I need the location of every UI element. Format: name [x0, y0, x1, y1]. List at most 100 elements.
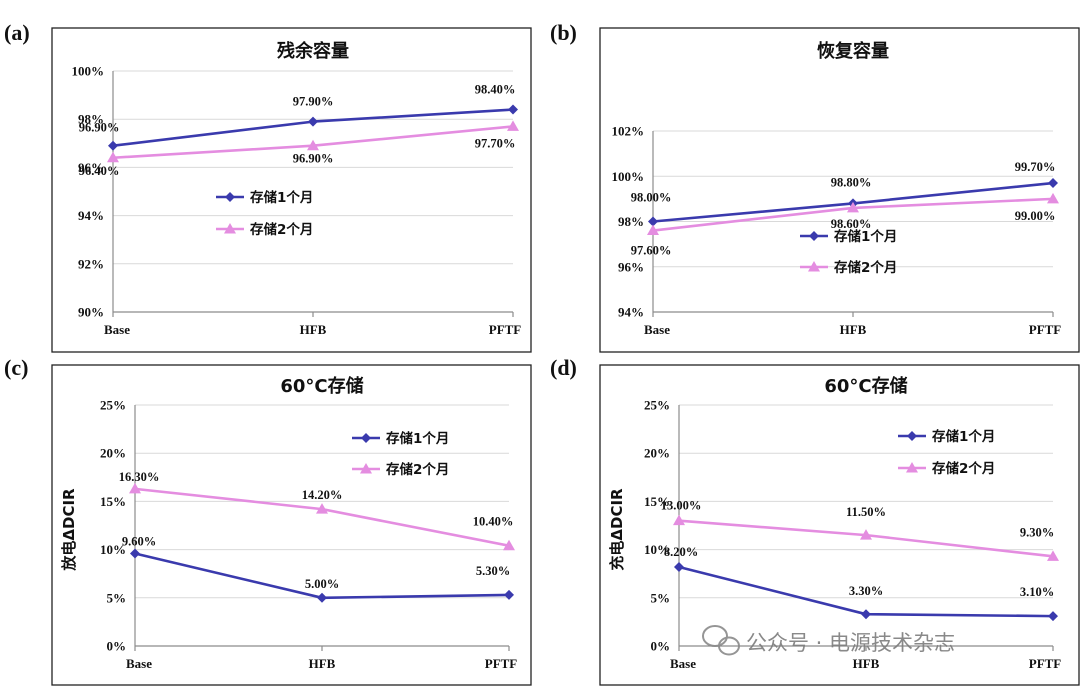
legend-label: 存储1个月 — [834, 228, 897, 245]
data-point-marker — [847, 201, 859, 213]
y-tick-label: 5% — [651, 590, 671, 605]
x-tick-label: PFTF — [489, 322, 522, 337]
y-axis-title: 放电ΔDCIR — [60, 488, 78, 572]
y-axis-title: 充电ΔDCIR — [608, 488, 626, 571]
data-point-marker — [673, 514, 685, 526]
data-point-marker — [1047, 192, 1059, 204]
data-label: 5.00% — [305, 577, 339, 591]
legend-marker — [224, 223, 236, 234]
chart-frame — [51, 364, 532, 686]
data-point-marker — [107, 151, 119, 163]
chart-a: (a) 残余容量 90% 92% 94% 96% 98% 100% Base HFB PFTF 96.… — [4, 20, 532, 353]
chart-title: 60°C存储 — [824, 375, 907, 397]
y-tick-label: 94% — [618, 305, 644, 320]
data-label: 97.90% — [293, 95, 334, 109]
watermark: 公众号 · 电源技术杂志 — [702, 625, 955, 656]
data-label: 98.60% — [831, 217, 872, 231]
y-tick-label: 25% — [100, 398, 126, 413]
legend-label: 存储2个月 — [932, 460, 995, 477]
y-tick-label: 100% — [612, 169, 645, 184]
data-label: 99.70% — [1015, 160, 1056, 174]
chart-b: (b) 恢复容量 94% 96% 98% 100% 102% Base HFB PFTF 98.00… — [550, 20, 1080, 353]
data-point-marker — [861, 609, 871, 620]
y-tick-label: 20% — [100, 446, 126, 461]
data-label: 98.40% — [475, 83, 516, 97]
data-point-marker — [507, 120, 519, 131]
data-point-marker — [1047, 550, 1059, 561]
wechat-bubble-large — [702, 625, 728, 647]
legend-marker — [906, 462, 918, 473]
data-label: 3.30% — [849, 584, 883, 598]
legend-label: 存储2个月 — [250, 221, 313, 238]
data-label: 11.50% — [846, 505, 886, 519]
x-tick-label: PFTF — [1029, 322, 1062, 337]
data-label: 9.30% — [1020, 525, 1054, 539]
data-label: 98.00% — [631, 191, 672, 205]
data-point-marker — [307, 139, 319, 151]
data-label: 96.90% — [293, 152, 334, 166]
data-point-marker — [1048, 178, 1058, 189]
data-label: 14.20% — [302, 488, 343, 502]
chart-d: (d) 60°C存储 0% 5% 10% 15% 20% 25% Base HFB PFTF 充电ΔD… — [550, 355, 1080, 686]
panel-label: (a) — [4, 20, 30, 45]
y-tick-label: 5% — [107, 590, 127, 605]
legend-label: 存储1个月 — [932, 428, 995, 445]
data-point-marker — [308, 116, 318, 127]
data-point-marker — [108, 140, 118, 151]
x-tick-label: HFB — [300, 322, 327, 337]
chart-title: 60°C存储 — [280, 375, 363, 397]
data-label: 97.60% — [631, 244, 672, 258]
data-label: 8.20% — [664, 545, 698, 559]
data-label: 13.00% — [661, 499, 702, 513]
data-point-marker — [508, 104, 518, 115]
panel-label: (c) — [4, 355, 28, 380]
data-label: 3.10% — [1020, 585, 1054, 599]
legend-label: 存储2个月 — [834, 259, 897, 276]
y-tick-label: 25% — [644, 398, 670, 413]
x-tick-label: PFTF — [485, 656, 518, 671]
x-tick-label: HFB — [309, 656, 336, 671]
x-tick-label: HFB — [840, 322, 867, 337]
legend-marker — [360, 463, 372, 474]
legend-marker — [361, 433, 371, 443]
data-label: 9.60% — [122, 534, 156, 548]
data-label: 96.90% — [79, 121, 120, 135]
legend-marker — [225, 192, 235, 202]
y-tick-label: 20% — [644, 446, 670, 461]
y-tick-label: 92% — [78, 256, 104, 271]
x-tick-label: Base — [670, 656, 696, 671]
wechat-bubble-small — [718, 636, 740, 656]
y-tick-label: 0% — [107, 639, 127, 654]
chart-frame — [599, 27, 1080, 353]
data-label: 10.40% — [473, 515, 514, 529]
chart-frame — [51, 27, 532, 353]
legend-label: 存储1个月 — [250, 189, 313, 206]
panel-label: (d) — [550, 355, 577, 380]
y-tick-label: 96% — [78, 160, 104, 175]
data-label: 16.30% — [119, 470, 160, 484]
y-tick-label: 98% — [618, 214, 644, 229]
data-point-marker — [1048, 611, 1058, 622]
legend-label: 存储2个月 — [386, 461, 449, 478]
data-point-marker — [317, 592, 327, 603]
y-tick-label: 10% — [100, 542, 126, 557]
y-tick-label: 15% — [644, 494, 670, 509]
y-tick-label: 94% — [78, 208, 104, 223]
x-tick-label: HFB — [853, 656, 880, 671]
y-tick-label: 90% — [78, 305, 104, 320]
x-tick-label: Base — [644, 322, 670, 337]
data-label: 96.40% — [79, 164, 120, 178]
wechat-icon — [702, 625, 740, 656]
data-point-marker — [129, 482, 141, 494]
y-tick-label: 102% — [612, 124, 645, 139]
y-tick-label: 15% — [100, 494, 126, 509]
x-tick-label: Base — [104, 322, 130, 337]
chart-title: 恢复容量 — [817, 40, 889, 62]
data-label: 99.00% — [1015, 209, 1056, 223]
data-point-marker — [503, 539, 515, 551]
data-point-marker — [648, 216, 658, 227]
data-label: 97.70% — [475, 136, 516, 150]
panel-label: (b) — [550, 20, 577, 45]
y-tick-label: 96% — [618, 259, 644, 274]
